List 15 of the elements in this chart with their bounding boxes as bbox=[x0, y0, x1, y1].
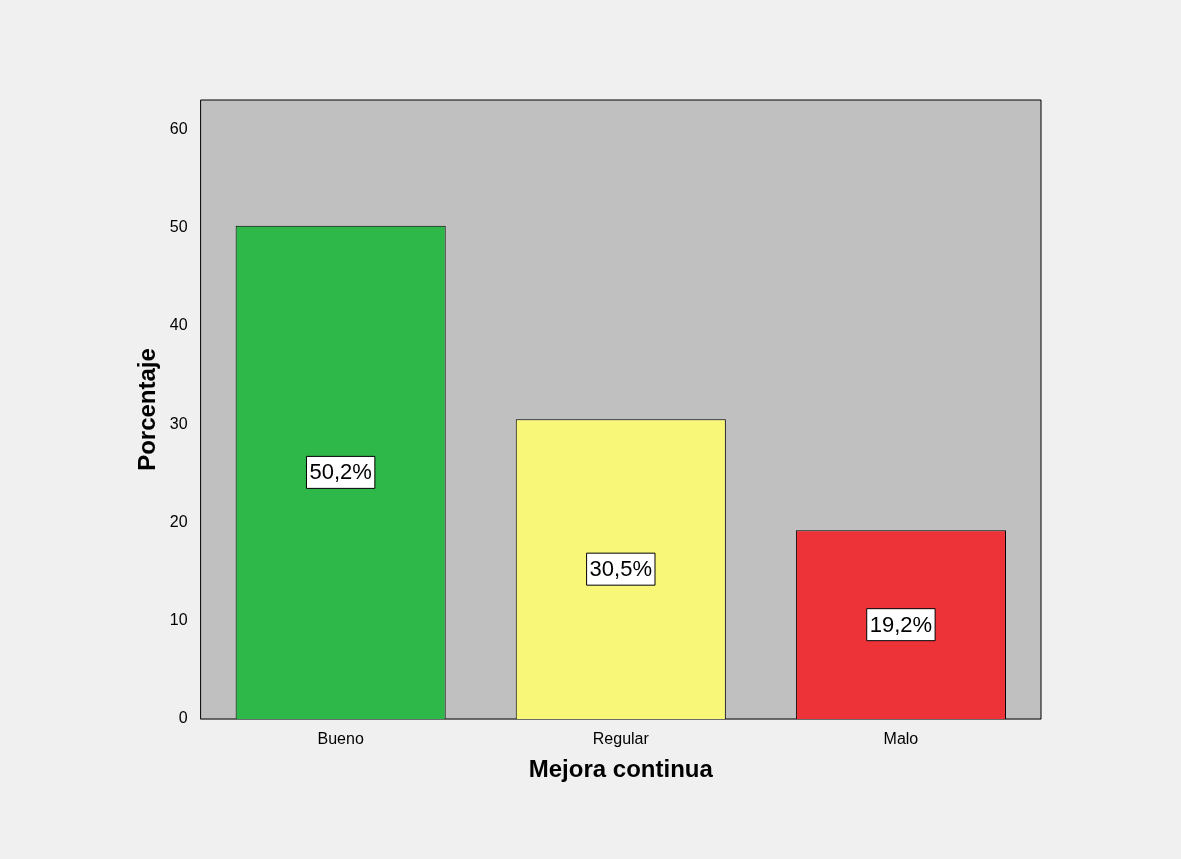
x-tick-label: Malo bbox=[883, 730, 919, 748]
x-tick-label: Regular bbox=[592, 730, 650, 748]
data-label: 30,5% bbox=[589, 556, 652, 582]
data-label: 50,2% bbox=[309, 459, 372, 485]
y-tick-label: 40 bbox=[169, 316, 188, 334]
y-tick-label: 50 bbox=[169, 218, 188, 236]
x-axis-title: Mejora continua bbox=[528, 755, 714, 783]
y-tick-label: 30 bbox=[169, 414, 188, 432]
y-tick-label: 60 bbox=[169, 119, 188, 137]
y-axis-title: Porcentaje bbox=[133, 348, 161, 471]
x-tick-label: Bueno bbox=[317, 730, 364, 748]
y-tick-label: 0 bbox=[178, 709, 188, 727]
y-tick-label: 10 bbox=[169, 611, 188, 629]
data-label: 19,2% bbox=[869, 611, 933, 637]
y-tick-label: 20 bbox=[169, 512, 188, 530]
